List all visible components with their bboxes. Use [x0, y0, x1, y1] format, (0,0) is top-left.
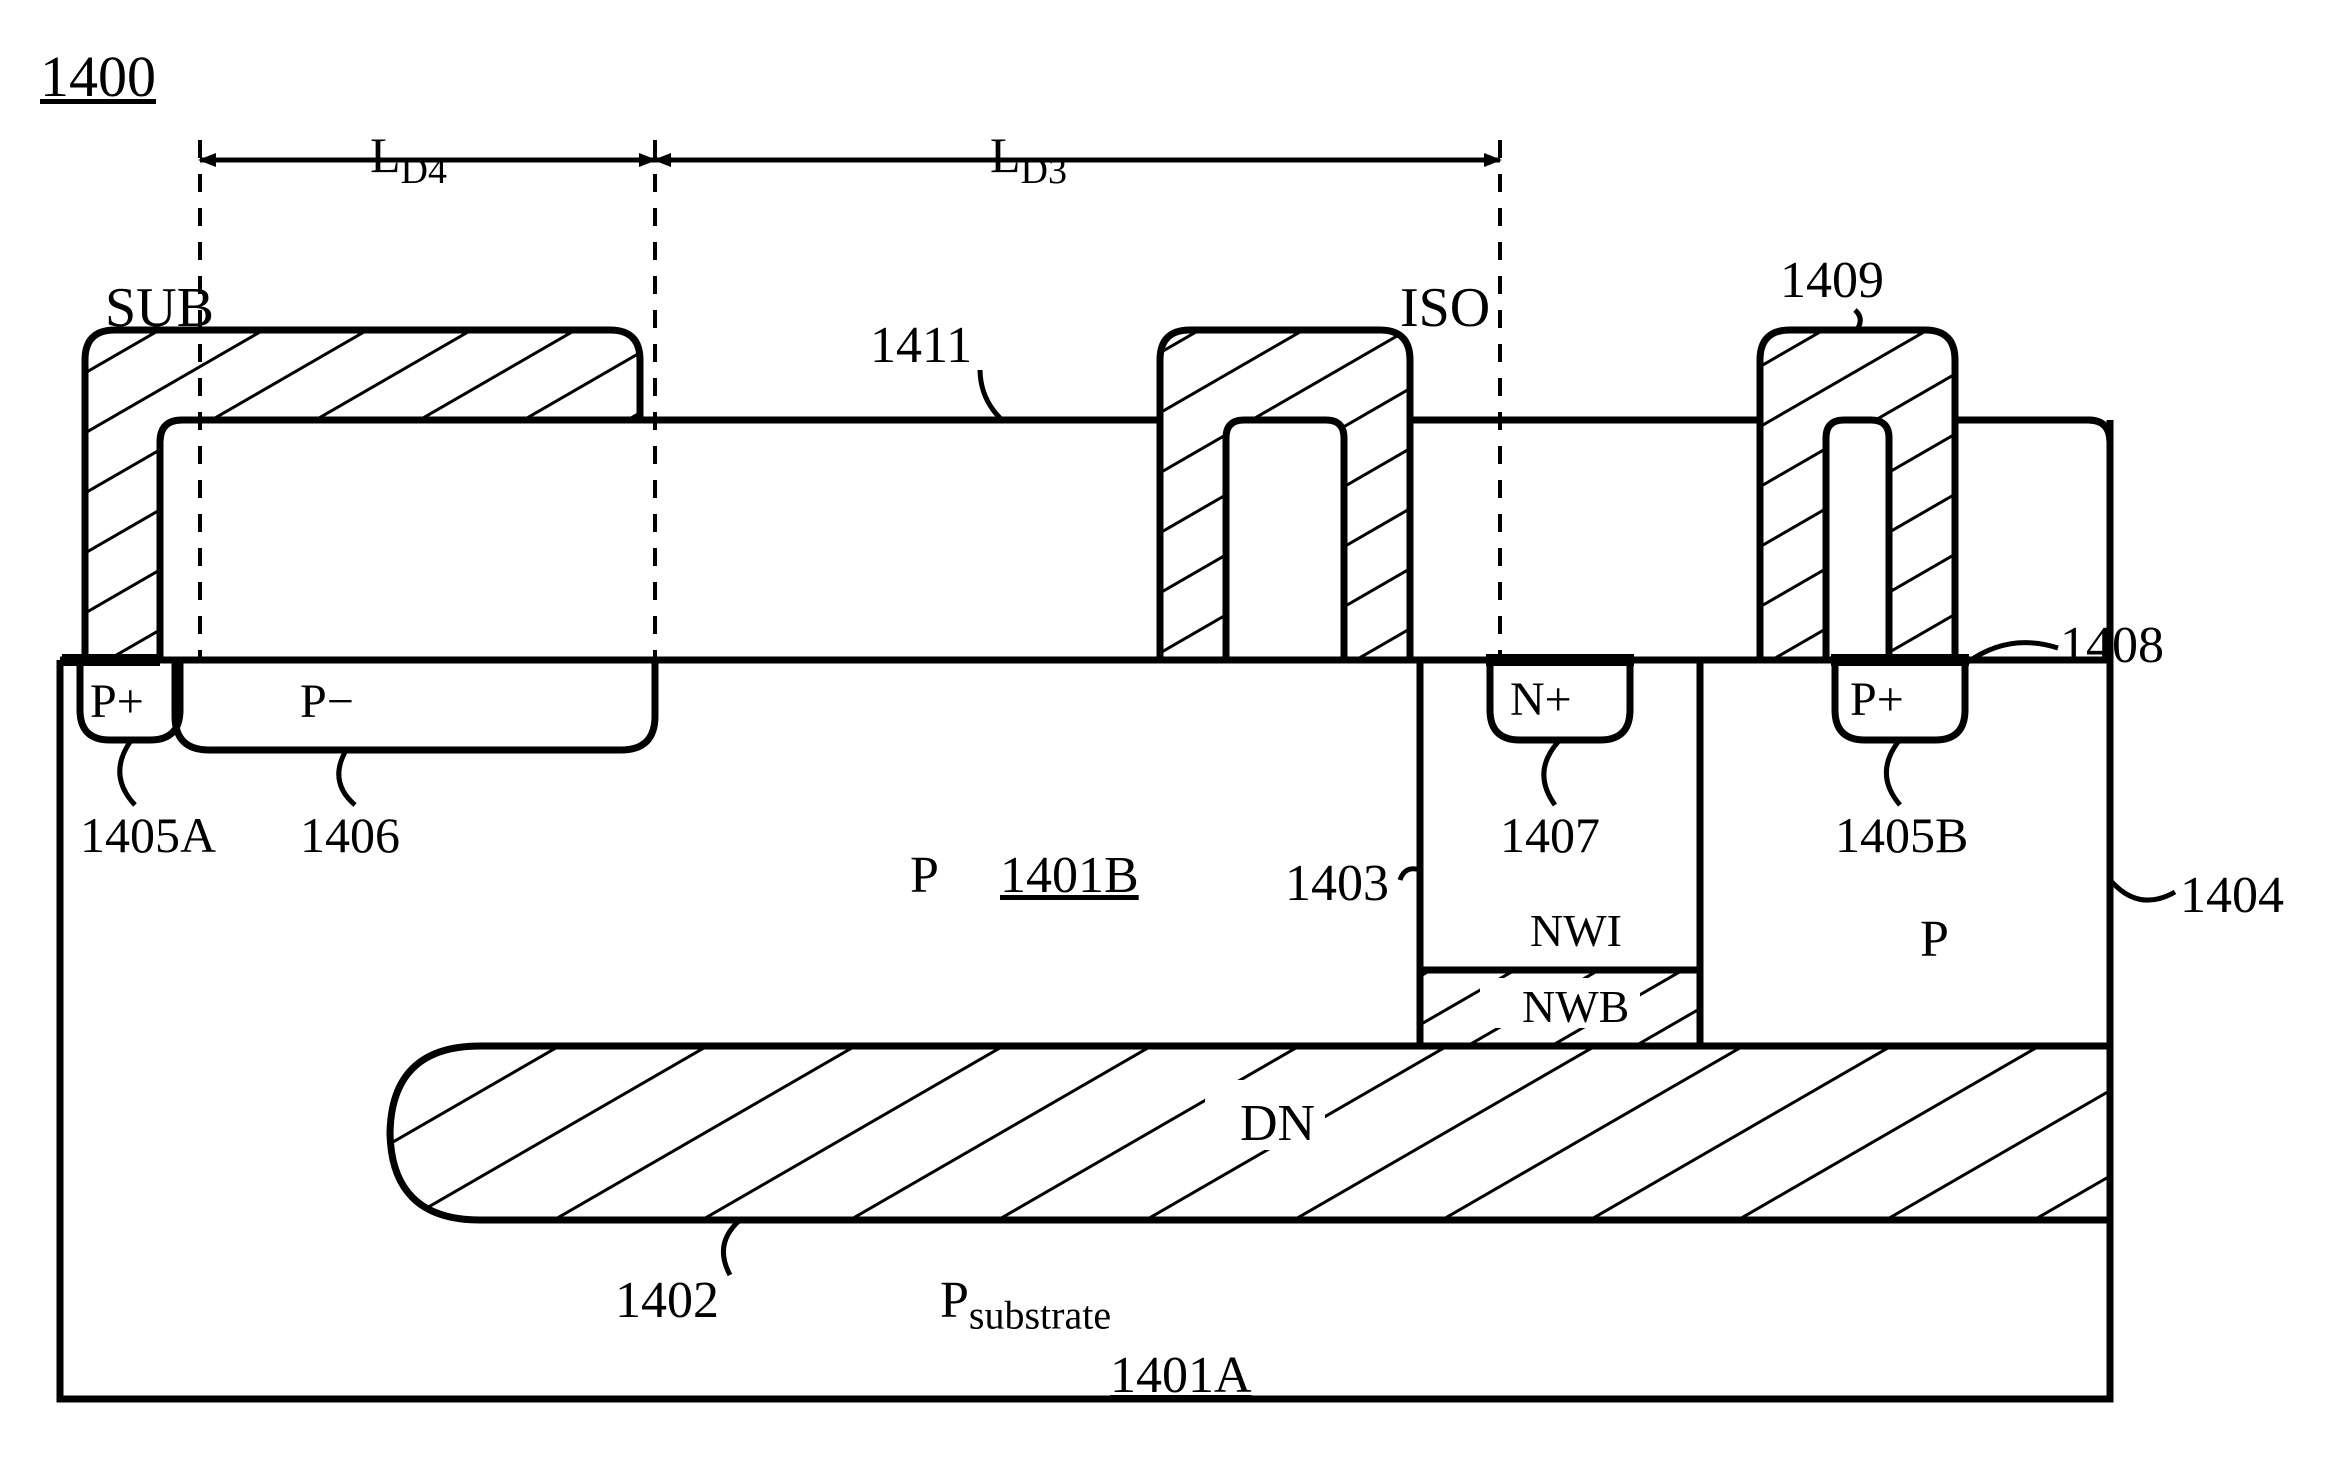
dim-ld4: LD4	[370, 130, 447, 190]
figure-id: 1400	[40, 48, 156, 106]
label-1405A: 1405A	[80, 810, 216, 860]
psub-pref: P	[940, 1272, 969, 1329]
ld4-pref: L	[370, 127, 401, 183]
label-1403: 1403	[1285, 858, 1389, 910]
label-sub: SUB	[105, 280, 214, 336]
label-NWB: NWB	[1522, 984, 1629, 1030]
ref-1401A: 1401A	[1110, 1350, 1252, 1402]
label-iso: ISO	[1400, 280, 1490, 336]
label-NWI: NWI	[1530, 908, 1622, 954]
ld4-sub: D4	[401, 150, 447, 192]
label-1402: 1402	[615, 1275, 719, 1327]
label-1405B: 1405B	[1835, 810, 1968, 860]
label-1409: 1409	[1780, 255, 1884, 307]
ld3-pref: L	[990, 127, 1021, 183]
figure-stage	[0, 0, 2344, 1475]
label-P-right: P	[1920, 914, 1949, 966]
label-1407: 1407	[1500, 810, 1600, 860]
label-1411: 1411	[870, 320, 972, 372]
label-P-center: P	[910, 850, 939, 902]
label-pminus: P−	[300, 678, 354, 726]
dim-ld3: LD3	[990, 130, 1067, 190]
label-pplus-left: P+	[90, 678, 144, 726]
ref-1401B: 1401B	[1000, 850, 1139, 902]
label-Psub: Psubstrate	[940, 1275, 1111, 1335]
label-1408: 1408	[2060, 620, 2164, 672]
ld3-sub: D3	[1021, 150, 1067, 192]
label-DN: DN	[1240, 1098, 1315, 1150]
label-1404: 1404	[2180, 870, 2284, 922]
label-1406: 1406	[300, 810, 400, 860]
psub-sub: substrate	[969, 1292, 1111, 1337]
label-pplus-right: P+	[1850, 676, 1904, 724]
figure-svg	[0, 0, 2344, 1475]
label-nplus: N+	[1510, 676, 1572, 724]
